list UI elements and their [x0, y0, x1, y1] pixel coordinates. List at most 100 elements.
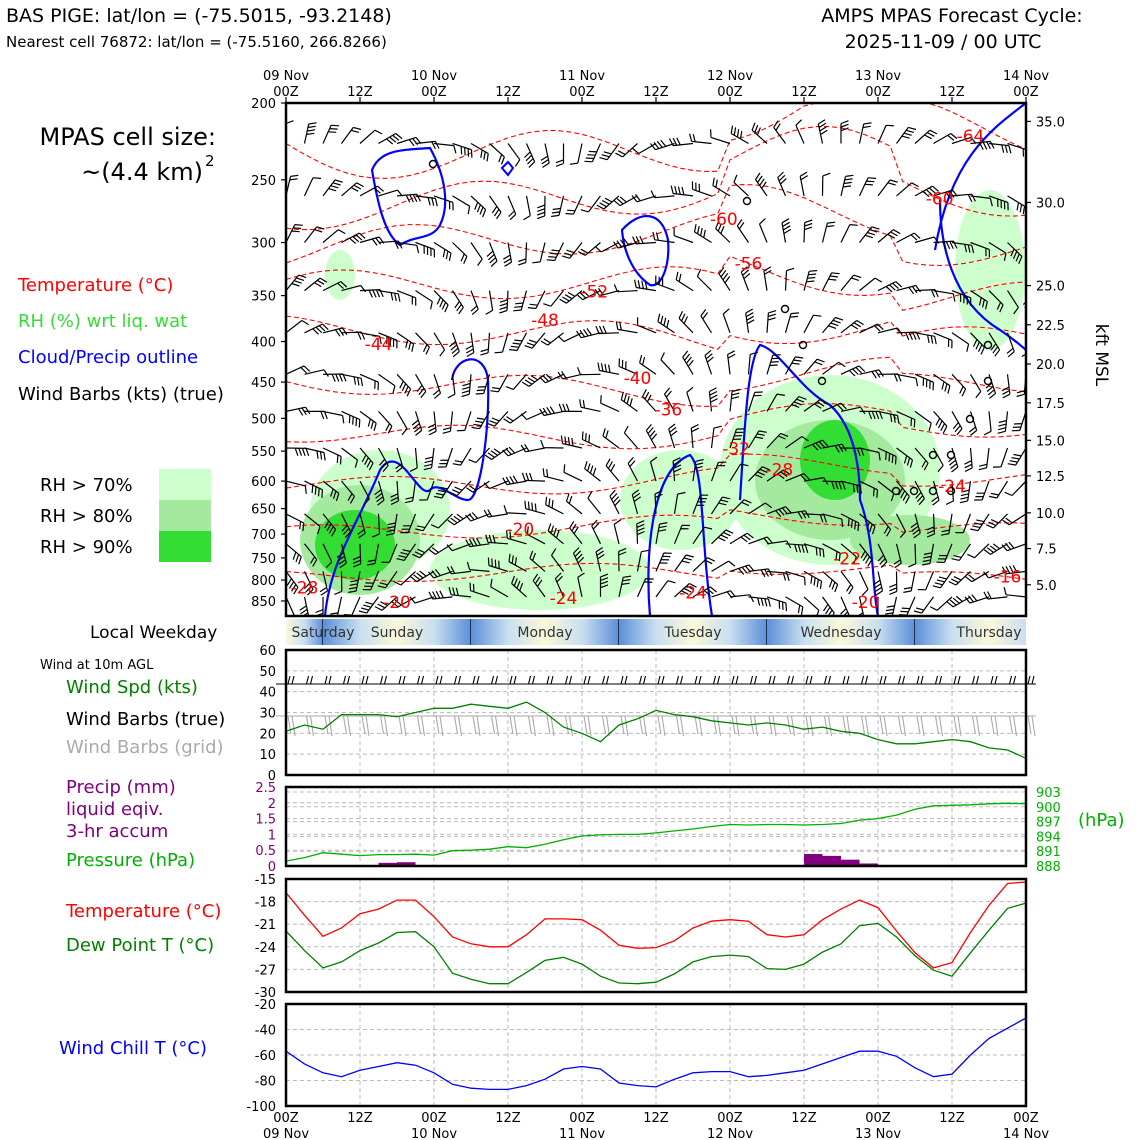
panel-frame	[284, 785, 1028, 868]
wind-barb	[970, 140, 995, 150]
isotherm-line	[286, 356, 1026, 407]
wind-barb	[747, 391, 763, 412]
wind-barb	[303, 177, 322, 197]
wind-barb	[636, 317, 657, 334]
wind-barb	[1001, 541, 1026, 552]
wind-barb	[470, 242, 483, 266]
wind-barb	[433, 195, 454, 211]
wind-barb	[359, 129, 383, 144]
rh-swatch-80	[159, 500, 211, 531]
wind-barb	[773, 120, 786, 144]
wind-barb	[304, 543, 318, 567]
wind-barb	[877, 513, 892, 537]
surface-wind-barb	[905, 675, 925, 685]
wind-barb	[396, 136, 422, 147]
wind-barb	[689, 133, 712, 145]
wind-barb	[932, 447, 944, 472]
wind-barb	[1007, 447, 1026, 466]
wind-barb	[449, 332, 460, 358]
time-hour-label: 12Z	[643, 85, 669, 100]
wind-barb	[362, 571, 380, 591]
wind-barb	[618, 547, 627, 572]
time-hour-label: 00Z	[717, 85, 743, 100]
wind-barb	[933, 373, 951, 394]
wind-barb	[784, 356, 804, 375]
wind-barb	[645, 424, 658, 449]
wind-barb	[678, 310, 694, 334]
wind-barb	[539, 373, 564, 384]
temperature-contour-label: -36	[654, 400, 682, 420]
wind-barb	[470, 290, 479, 316]
wind-barb	[784, 267, 795, 291]
wind-barb	[396, 332, 415, 352]
wind-barb	[465, 537, 490, 548]
wind-chill-line	[285, 1017, 1027, 1091]
surface-wind-barb	[960, 675, 981, 685]
wind-barb	[983, 543, 1008, 555]
wind-barb	[896, 447, 914, 468]
wind-barb	[359, 185, 384, 197]
time-hour-label: 00Z	[865, 85, 891, 100]
wind-barb	[711, 529, 734, 545]
wind-barb	[527, 290, 546, 310]
rh-legend-70: RH > 70%	[40, 475, 133, 496]
surface-wind-barb	[424, 675, 444, 685]
wind-barb	[914, 410, 932, 431]
wind-barb	[896, 284, 921, 295]
surface-wind-barb	[590, 675, 611, 685]
time-date-label: 10 Nov	[411, 69, 457, 84]
grid-wind-barb	[775, 715, 796, 737]
height-tick-label: 17.5	[1036, 397, 1065, 412]
wind-barb	[286, 365, 311, 375]
grid-wind-barb	[609, 715, 629, 737]
site-title: BAS PIGE: lat/lon = (-75.5015, -93.2148)	[6, 5, 392, 27]
time-date-label: 10 Nov	[411, 1127, 457, 1140]
grid-wind-barb	[387, 715, 407, 737]
wind-barb	[840, 571, 854, 595]
y-tick-label: 50	[259, 665, 276, 680]
wind-barb	[1016, 374, 1026, 398]
temperature-contour-label: -44	[365, 335, 393, 355]
wind-barb	[576, 328, 601, 339]
grid-wind-barb	[942, 715, 962, 737]
time-hour-label: 12Z	[347, 1111, 373, 1126]
surface-wind-barb	[794, 675, 814, 685]
wind-barb	[951, 241, 975, 254]
pressure-tick-label: 300	[251, 237, 276, 252]
wind-barb	[442, 411, 454, 434]
height-tick-label: 7.5	[1036, 543, 1057, 558]
wind-barb	[378, 132, 403, 145]
time-hour-label: 00Z	[569, 85, 595, 100]
wind-barb	[642, 389, 657, 412]
wind-barb	[543, 290, 564, 307]
wind-barb	[446, 566, 472, 575]
pressure-line	[285, 802, 1027, 862]
height-tick-label: 5.0	[1036, 579, 1057, 594]
wind-barb	[428, 569, 453, 579]
wind-barb	[682, 350, 694, 375]
wind-barb	[840, 120, 849, 144]
wind-barb	[696, 268, 712, 292]
precip-legend: Precip (mm) liquid eqiv. 3-hr accum Pres…	[66, 777, 195, 871]
wind-barb	[322, 327, 348, 337]
wind-barb	[523, 195, 531, 221]
height-tick-label: 35.0	[1036, 115, 1065, 130]
temperature-contour-label: -20	[506, 520, 534, 540]
wind-barb	[595, 325, 620, 335]
wind-barb	[587, 491, 601, 515]
surface-wind-barb	[331, 675, 352, 685]
wind-barb	[529, 550, 546, 572]
wind-barb	[859, 513, 876, 535]
wind-barb	[674, 582, 697, 598]
wind-barb	[896, 182, 919, 197]
wind-barb	[448, 586, 472, 598]
wind-barb	[896, 480, 910, 504]
wind-barb	[799, 171, 809, 197]
wind-barb	[718, 267, 731, 291]
wind-barb	[822, 570, 839, 593]
wind-barb	[581, 431, 601, 449]
wind-barb	[540, 332, 564, 346]
wind-barb	[433, 290, 449, 313]
wind-barb	[437, 447, 454, 468]
wind-barb	[896, 373, 919, 387]
